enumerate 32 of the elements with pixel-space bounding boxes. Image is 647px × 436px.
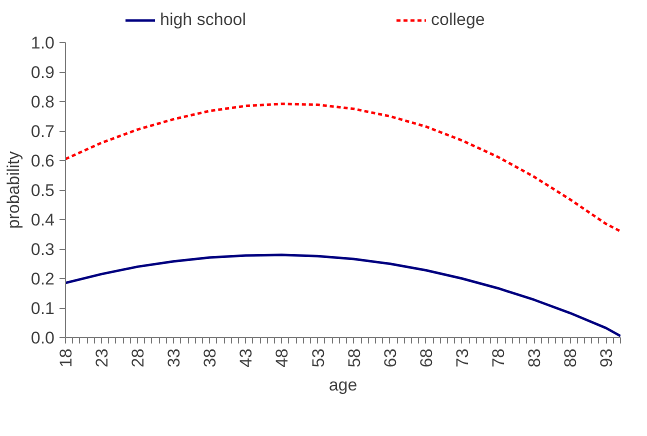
x-tick-label: 28: [128, 348, 148, 368]
y-tick-label: 0.3: [30, 240, 55, 259]
y-tick-label: 0.9: [30, 63, 55, 82]
y-tick-label: 0.6: [30, 152, 55, 170]
legend-label: high school: [160, 10, 246, 30]
x-tick-label: 58: [344, 348, 364, 368]
x-tick-label: 53: [308, 348, 328, 368]
y-tick-label: 0.2: [30, 270, 55, 288]
x-tick-label: 88: [561, 348, 580, 368]
x-tick-label: 83: [525, 348, 544, 368]
x-tick-label: 43: [236, 348, 256, 368]
x-tick-label: 33: [164, 348, 184, 368]
y-tick-label: 0.7: [30, 122, 55, 141]
y-tick-label: 0.5: [30, 181, 55, 200]
x-tick-label: 93: [597, 348, 616, 368]
line-series: [66, 102, 620, 233]
x-tick-label: 38: [200, 348, 220, 368]
legend-label: college: [431, 10, 485, 30]
y-tick-label: 0.4: [30, 210, 55, 230]
x-tick-label: 73: [452, 348, 472, 368]
y-tick-label: 1.0: [30, 34, 55, 52]
x-tick-label: 68: [416, 348, 436, 368]
y-axis-title: probability: [4, 150, 23, 229]
x-tick-label: 63: [380, 348, 400, 368]
y-tick-label: 0.0: [30, 328, 55, 348]
x-tick-label: 18: [56, 348, 76, 368]
x-axis-title: age: [328, 375, 358, 394]
x-tick-label: 23: [92, 348, 112, 368]
y-tick-label: 0.8: [30, 92, 55, 112]
x-tick-label: 48: [272, 348, 292, 368]
x-tick-label: 78: [488, 348, 508, 368]
y-tick-label: 0.1: [30, 299, 55, 318]
